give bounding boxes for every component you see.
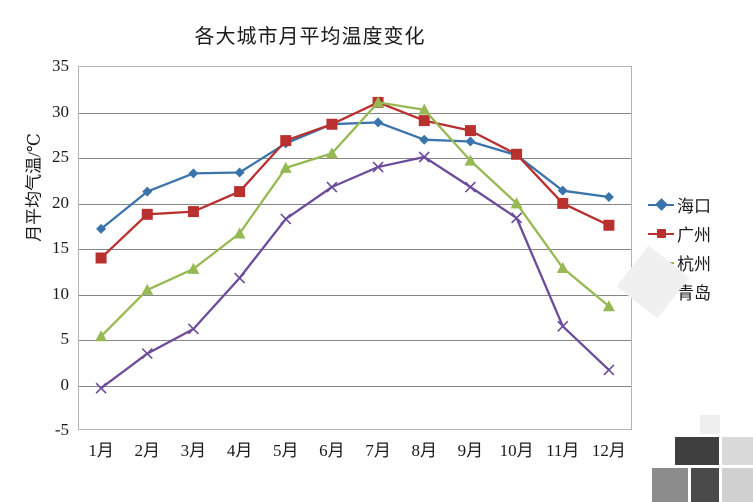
y-tick-label: -5 bbox=[54, 420, 69, 439]
gridline bbox=[79, 340, 631, 341]
y-tick-label: 25 bbox=[52, 147, 69, 166]
x-tick-label: 4月 bbox=[226, 441, 253, 460]
legend-label: 广州 bbox=[677, 226, 711, 245]
corner-artifact-4 bbox=[691, 468, 719, 502]
x-tick-label: 5月 bbox=[273, 441, 299, 460]
gridline bbox=[79, 112, 631, 114]
x-tick-label: 3月 bbox=[180, 441, 207, 460]
x-tick-label: 6月 bbox=[319, 441, 345, 460]
y-tick-label: 20 bbox=[52, 192, 69, 212]
y-tick-label: 0 bbox=[60, 374, 70, 394]
y-tick-label: 35 bbox=[52, 56, 69, 75]
corner-artifact-5 bbox=[722, 468, 753, 502]
legend-label: 海口 bbox=[677, 197, 711, 216]
x-tick-label: 8月 bbox=[411, 441, 438, 460]
gridline bbox=[79, 158, 631, 159]
corner-artifact-3 bbox=[652, 468, 688, 502]
x-tick-label: 12月 bbox=[591, 441, 626, 460]
y-tick-label: 5 bbox=[60, 329, 70, 348]
chart-title: 各大城市月平均温度变化 bbox=[194, 26, 426, 48]
legend-item-海口[interactable]: 海口 bbox=[648, 190, 753, 219]
y-tick-label: 30 bbox=[52, 101, 69, 121]
corner-artifact-2 bbox=[722, 437, 753, 465]
corner-artifact-1 bbox=[675, 437, 719, 465]
x-tick-label: 7月 bbox=[365, 441, 391, 460]
y-tick-label: 15 bbox=[52, 238, 69, 257]
legend-label: 青岛 bbox=[677, 284, 711, 303]
x-tick-label: 9月 bbox=[457, 441, 484, 460]
gridline bbox=[79, 249, 631, 250]
legend-swatch-icon bbox=[648, 226, 674, 242]
legend-label: 杭州 bbox=[677, 255, 711, 274]
gridline bbox=[79, 294, 631, 296]
legend-item-广州[interactable]: 广州 bbox=[648, 219, 753, 248]
x-tick-label: 10月 bbox=[499, 441, 534, 460]
x-tick-label: 1月 bbox=[88, 441, 114, 460]
plot-area bbox=[78, 66, 632, 430]
gridline bbox=[79, 385, 631, 387]
x-tick-label: 11月 bbox=[546, 441, 580, 460]
y-tick-label: 10 bbox=[52, 283, 69, 303]
gridline bbox=[79, 203, 631, 205]
legend-swatch-icon bbox=[648, 197, 674, 213]
x-tick-label: 2月 bbox=[134, 441, 161, 460]
corner-artifact-6 bbox=[700, 415, 720, 434]
